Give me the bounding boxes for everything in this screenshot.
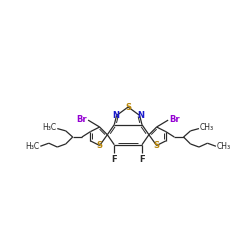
Text: N: N — [112, 111, 119, 120]
Text: Br: Br — [169, 115, 179, 124]
Text: CH₃: CH₃ — [217, 142, 231, 151]
Text: Br: Br — [77, 115, 87, 124]
Text: S: S — [97, 141, 103, 150]
Text: F: F — [112, 155, 117, 164]
Text: S: S — [154, 141, 160, 150]
Text: H₃C: H₃C — [42, 123, 56, 132]
Text: H₃C: H₃C — [26, 142, 40, 151]
Text: N: N — [137, 111, 144, 120]
Text: CH₃: CH₃ — [200, 123, 214, 132]
Text: F: F — [139, 155, 145, 164]
Text: S: S — [125, 102, 131, 112]
